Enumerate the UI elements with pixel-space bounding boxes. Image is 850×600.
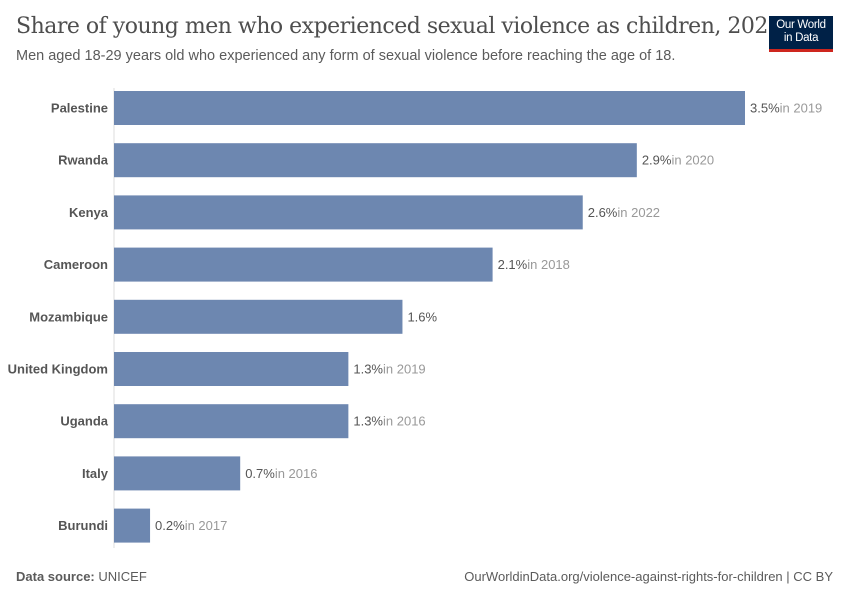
value-label: 0.2%in 2017: [155, 518, 227, 533]
value-text: 1.3%: [353, 414, 383, 429]
category-label: Kenya: [69, 205, 109, 220]
category-label: Italy: [82, 466, 109, 481]
value-label: 0.7%in 2016: [245, 466, 317, 481]
bar-cameroon: [114, 247, 493, 282]
value-label: 1.3%in 2016: [353, 414, 425, 429]
value-label: 1.3%in 2019: [353, 362, 425, 377]
category-label: United Kingdom: [8, 362, 108, 377]
value-label: 2.6%in 2022: [588, 205, 660, 220]
year-note: in 2020: [671, 153, 714, 168]
year-note: in 2018: [527, 257, 570, 272]
chart-subtitle: Men aged 18-29 years old who experienced…: [16, 48, 676, 64]
value-text: 2.1%: [498, 257, 528, 272]
bar-united-kingdom: [114, 352, 349, 386]
year-note: in 2016: [383, 414, 426, 429]
value-text: 0.7%: [245, 466, 275, 481]
value-label: 2.1%in 2018: [498, 257, 570, 272]
value-text: 0.2%: [155, 518, 185, 533]
category-label: Uganda: [60, 414, 108, 429]
category-label: Mozambique: [29, 309, 108, 324]
category-label: Palestine: [51, 101, 108, 116]
bar-italy: [114, 456, 241, 491]
bar-mozambique: [114, 299, 403, 334]
value-label: 3.5%in 2019: [750, 101, 822, 116]
year-note: in 2019: [780, 101, 823, 116]
footer-url[interactable]: OurWorldinData.org/violence-against-righ…: [464, 569, 833, 584]
value-text: 2.6%: [588, 205, 618, 220]
bar-rwanda: [114, 143, 637, 178]
data-source: Data source: UNICEF: [16, 569, 147, 584]
year-note: in 2022: [617, 205, 660, 220]
source-label: Data source:: [16, 569, 95, 584]
value-label: 2.9%in 2020: [642, 153, 714, 168]
value-text: 1.3%: [353, 362, 383, 377]
bar-palestine: [114, 91, 745, 125]
year-note: in 2016: [275, 466, 318, 481]
year-note: in 2019: [383, 362, 426, 377]
value-label: 1.6%: [407, 309, 437, 324]
bar-uganda: [114, 404, 349, 439]
owid-logo[interactable]: Our World in Data: [769, 16, 833, 52]
value-text: 2.9%: [642, 153, 672, 168]
year-note: in 2017: [185, 518, 228, 533]
value-text: 1.6%: [407, 309, 437, 324]
source-value[interactable]: UNICEF: [98, 569, 147, 584]
category-label: Cameroon: [44, 257, 108, 272]
chart-title: Share of young men who experienced sexua…: [16, 14, 782, 39]
bar-burundi: [114, 508, 151, 543]
bar-kenya: [114, 195, 583, 230]
category-label: Burundi: [58, 518, 108, 533]
value-text: 3.5%: [750, 101, 780, 116]
category-label: Rwanda: [58, 153, 109, 168]
